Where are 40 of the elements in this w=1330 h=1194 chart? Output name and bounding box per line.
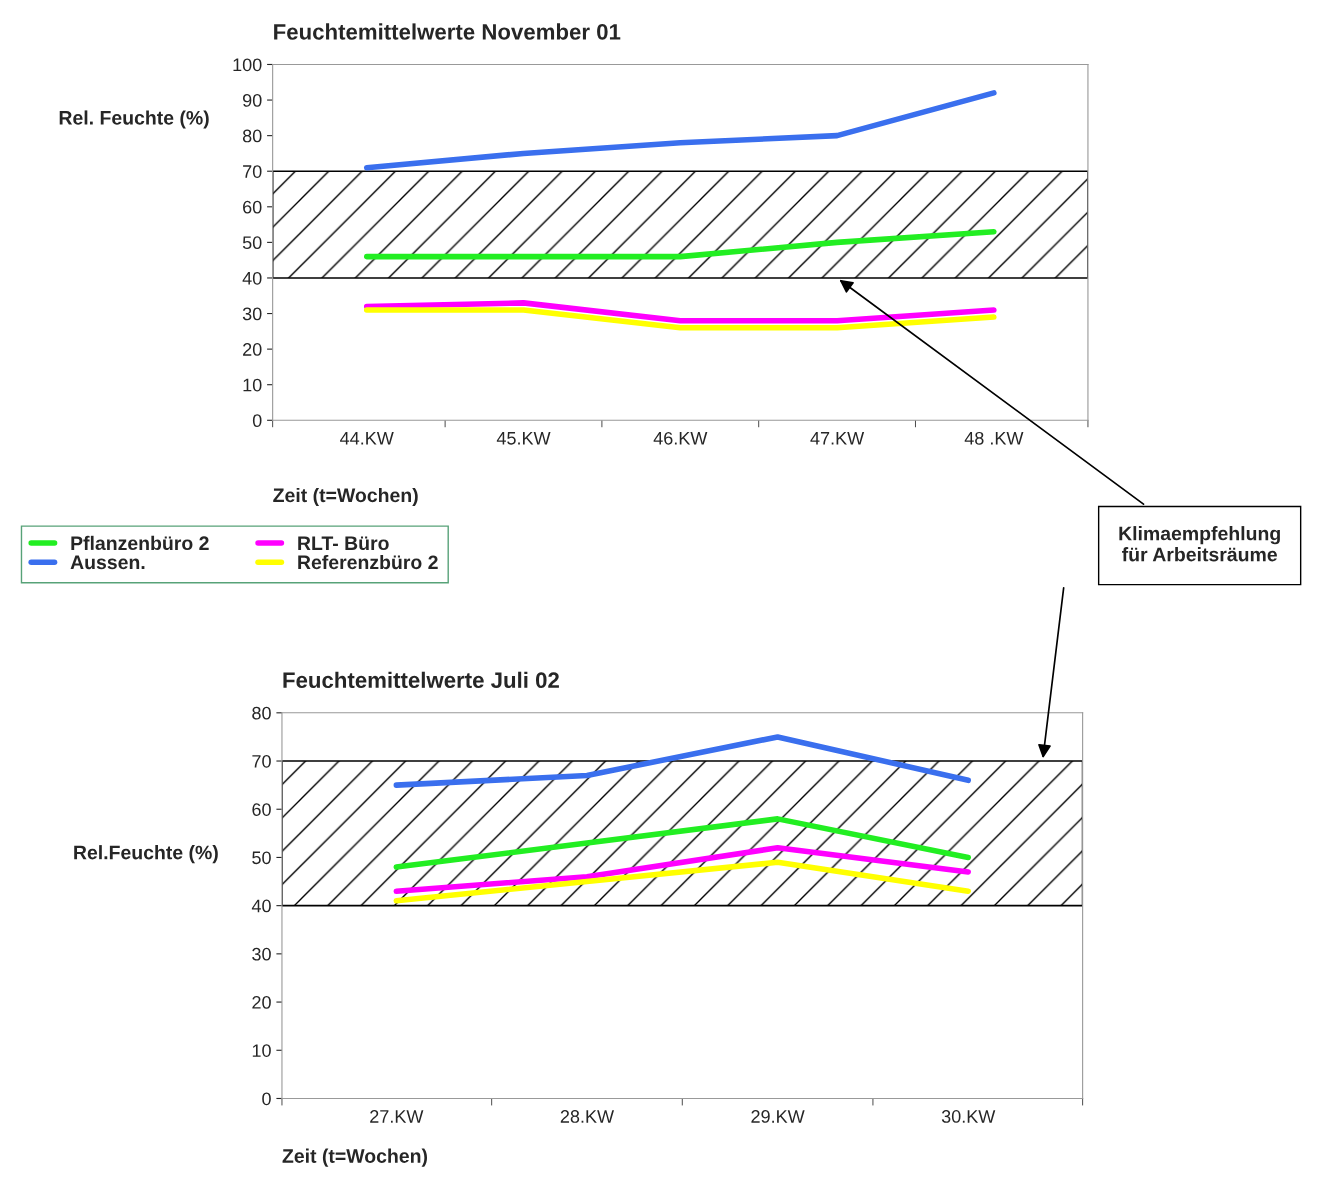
y-tick-label: 60 bbox=[243, 200, 262, 214]
y-tick-label: 80 bbox=[242, 129, 262, 143]
x-tick-label: 27.KW bbox=[370, 1110, 424, 1123]
y-tick-label: 70 bbox=[252, 754, 271, 768]
y-tick-label: 50 bbox=[242, 236, 262, 250]
x-tick-label: 45.KW bbox=[496, 432, 551, 445]
y-tick-label: 10 bbox=[252, 1044, 271, 1057]
y-tick-label: 0 bbox=[252, 414, 262, 428]
y-tick-label: 40 bbox=[242, 271, 262, 285]
chart-title: Feuchtemittelwerte Juli 02 bbox=[283, 671, 559, 689]
x-axis-title: Zeit (t=Wochen) bbox=[282, 1148, 428, 1167]
y-axis-title: Rel.Feuchte (%) bbox=[74, 845, 218, 864]
y-tick-label: 50 bbox=[252, 851, 271, 865]
y-tick-label: 30 bbox=[252, 947, 271, 961]
y-tick-label: 0 bbox=[262, 1092, 271, 1106]
x-tick-label: 48 .KW bbox=[964, 431, 1024, 445]
y-tick-label: 80 bbox=[252, 706, 271, 720]
x-tick-label: 30.KW bbox=[941, 1110, 996, 1123]
chart-title: Feuchtemittelwerte November 01 bbox=[274, 23, 621, 40]
x-tick-label: 46.KW bbox=[653, 431, 708, 445]
y-tick-label: 60 bbox=[252, 803, 271, 816]
y-tick-label: 20 bbox=[243, 343, 262, 356]
y-tick-label: 100 bbox=[233, 58, 262, 72]
text: Klimaempfehlung für Arbeitsräume bbox=[1119, 526, 1280, 562]
x-axis-title: Zeit (t=Wochen) bbox=[273, 487, 418, 507]
x-tick-label: 47.KW bbox=[810, 432, 865, 445]
y-tick-label: 70 bbox=[243, 165, 262, 178]
y-tick-label: 90 bbox=[243, 93, 262, 107]
legend-label: Referenzbüro 2 bbox=[298, 554, 438, 570]
x-tick-label: 44.KW bbox=[340, 432, 394, 445]
x-tick-label: 28.KW bbox=[560, 1110, 614, 1123]
legend-label: Aussen. bbox=[70, 555, 145, 570]
x-tick-label: 29.KW bbox=[751, 1110, 805, 1123]
legend-label: RLT- Büro bbox=[298, 536, 389, 551]
y-tick-label: 20 bbox=[252, 996, 271, 1009]
y-tick-label: 30 bbox=[242, 307, 262, 321]
legend-label: Pflanzenbüro 2 bbox=[71, 535, 209, 551]
y-tick-label: 10 bbox=[243, 378, 262, 392]
y-axis-title: Rel. Feuchte (%) bbox=[59, 110, 209, 129]
y-tick-label: 40 bbox=[251, 899, 271, 913]
